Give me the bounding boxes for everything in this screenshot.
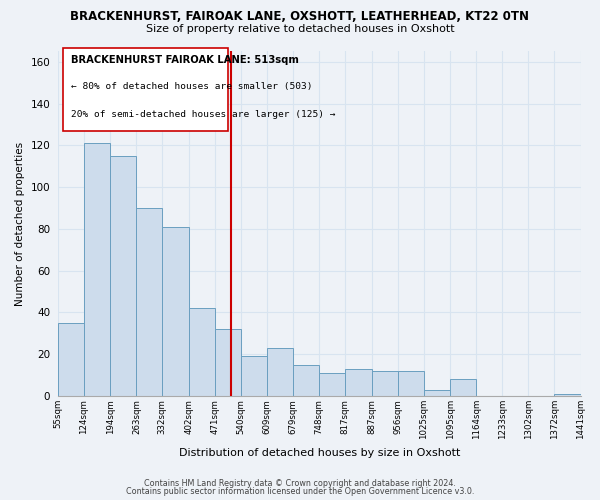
Text: Contains public sector information licensed under the Open Government Licence v3: Contains public sector information licen… — [126, 487, 474, 496]
Bar — [371, 371, 398, 396]
Bar — [267, 348, 293, 396]
Text: 20% of semi-detached houses are larger (125) →: 20% of semi-detached houses are larger (… — [71, 110, 335, 119]
Bar — [450, 380, 476, 396]
Bar — [215, 329, 241, 396]
Bar — [136, 208, 163, 396]
Bar — [293, 364, 319, 396]
Text: BRACKENHURST, FAIROAK LANE, OXSHOTT, LEATHERHEAD, KT22 0TN: BRACKENHURST, FAIROAK LANE, OXSHOTT, LEA… — [71, 10, 530, 23]
FancyBboxPatch shape — [63, 48, 228, 130]
Text: BRACKENHURST FAIROAK LANE: 513sqm: BRACKENHURST FAIROAK LANE: 513sqm — [71, 55, 299, 65]
Text: Size of property relative to detached houses in Oxshott: Size of property relative to detached ho… — [146, 24, 454, 34]
Text: ← 80% of detached houses are smaller (503): ← 80% of detached houses are smaller (50… — [71, 82, 313, 92]
Bar — [58, 323, 84, 396]
Bar — [398, 371, 424, 396]
Bar — [345, 369, 371, 396]
X-axis label: Distribution of detached houses by size in Oxshott: Distribution of detached houses by size … — [179, 448, 460, 458]
Bar — [189, 308, 215, 396]
Bar — [424, 390, 450, 396]
Bar — [241, 356, 267, 396]
Bar — [319, 373, 345, 396]
Bar — [554, 394, 581, 396]
Bar — [163, 227, 189, 396]
Text: Contains HM Land Registry data © Crown copyright and database right 2024.: Contains HM Land Registry data © Crown c… — [144, 478, 456, 488]
Bar — [84, 144, 110, 396]
Y-axis label: Number of detached properties: Number of detached properties — [15, 142, 25, 306]
Bar — [110, 156, 136, 396]
